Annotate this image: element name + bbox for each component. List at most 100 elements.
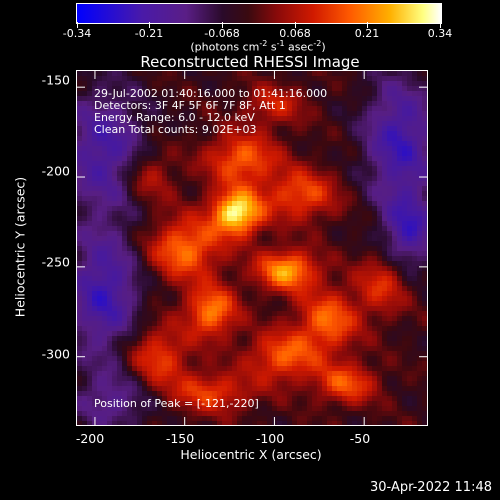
heatmap-cell <box>352 341 358 347</box>
heatmap-cell <box>302 361 308 367</box>
heatmap-cell <box>182 101 188 107</box>
heatmap-cell <box>137 391 143 397</box>
heatmap-cell <box>412 146 418 152</box>
heatmap-cell <box>152 341 158 347</box>
heatmap-cell <box>157 286 163 292</box>
heatmap-cell <box>357 181 363 187</box>
heatmap-cell <box>157 161 163 167</box>
heatmap-cell <box>117 341 123 347</box>
heatmap-cell <box>107 111 113 117</box>
heatmap-cell <box>287 226 293 232</box>
heatmap-cell <box>357 236 363 242</box>
heatmap-cell <box>367 351 373 357</box>
heatmap-cell <box>417 271 423 277</box>
heatmap-cell <box>227 356 233 362</box>
heatmap-cell <box>107 71 113 77</box>
heatmap-cell <box>272 361 278 367</box>
heatmap-cell <box>327 251 333 257</box>
heatmap-cell <box>397 81 403 87</box>
heatmap-cell <box>97 131 103 137</box>
heatmap-cell <box>327 196 333 202</box>
heatmap-cell <box>217 341 223 347</box>
heatmap-cell <box>127 321 133 327</box>
heatmap-cell <box>242 71 248 77</box>
heatmap-cell <box>272 81 278 87</box>
heatmap-cell <box>337 211 343 217</box>
heatmap-cell <box>257 131 263 137</box>
heatmap-cell <box>257 281 263 287</box>
heatmap-cell <box>402 406 408 412</box>
heatmap-cell <box>252 81 258 87</box>
heatmap-cell <box>202 336 208 342</box>
heatmap-cell <box>302 366 308 372</box>
heatmap-cell <box>122 271 128 277</box>
heatmap-cell <box>142 291 148 297</box>
heatmap-cell <box>272 91 278 97</box>
heatmap-cell <box>197 301 203 307</box>
heatmap-cell <box>392 276 398 282</box>
heatmap-cell <box>382 136 388 142</box>
heatmap-cell <box>142 276 148 282</box>
heatmap-cell <box>82 271 88 277</box>
heatmap-cell <box>417 171 423 177</box>
heatmap-cell <box>297 336 303 342</box>
heatmap-cell <box>137 211 143 217</box>
heatmap-cell <box>317 176 323 182</box>
heatmap-cell <box>252 181 258 187</box>
heatmap-cell <box>292 421 298 425</box>
heatmap-cell <box>402 246 408 252</box>
heatmap-cell <box>82 171 88 177</box>
heatmap-cell <box>332 91 338 97</box>
heatmap-cell <box>292 401 298 407</box>
heatmap-cell <box>367 256 373 262</box>
heatmap-cell <box>252 311 258 317</box>
heatmap-cell <box>332 406 338 412</box>
heatmap-cell <box>202 421 208 425</box>
heatmap-cell <box>412 141 418 147</box>
heatmap-cell <box>112 206 118 212</box>
heatmap-cell <box>397 126 403 132</box>
heatmap-cell <box>377 151 383 157</box>
heatmap-cell <box>417 136 423 142</box>
heatmap-cell <box>282 246 288 252</box>
heatmap-cell <box>272 261 278 267</box>
heatmap-cell <box>102 401 108 407</box>
heatmap-cell <box>417 296 423 302</box>
heatmap-cell <box>102 281 108 287</box>
heatmap-cell <box>87 201 93 207</box>
heatmap-cell <box>107 381 113 387</box>
heatmap-cell <box>352 321 358 327</box>
heatmap-cell <box>282 86 288 92</box>
heatmap-cell <box>367 246 373 252</box>
heatmap-cell <box>327 96 333 102</box>
heatmap-cell <box>262 221 268 227</box>
heatmap-cell <box>322 106 328 112</box>
heatmap-cell <box>422 181 427 187</box>
heatmap-cell <box>282 271 288 277</box>
heatmap-cell <box>302 116 308 122</box>
heatmap-cell <box>177 421 183 425</box>
heatmap-cell <box>102 111 108 117</box>
heatmap-cell <box>247 256 253 262</box>
heatmap-cell <box>137 406 143 412</box>
heatmap-cell <box>217 111 223 117</box>
heatmap-cell <box>222 91 228 97</box>
heatmap-cell <box>382 101 388 107</box>
heatmap-cell <box>122 316 128 322</box>
heatmap-cell <box>242 91 248 97</box>
heatmap-cell <box>392 371 398 377</box>
heatmap-cell <box>412 191 418 197</box>
heatmap-cell <box>412 421 418 425</box>
heatmap-cell <box>277 91 283 97</box>
heatmap-cell <box>232 306 238 312</box>
heatmap-cell <box>327 326 333 332</box>
heatmap-cell <box>222 271 228 277</box>
heatmap-cell <box>257 306 263 312</box>
heatmap-cell <box>267 71 273 77</box>
heatmap-cell <box>127 226 133 232</box>
heatmap-cell <box>282 321 288 327</box>
colorbar-tick <box>222 22 223 28</box>
heatmap-cell <box>92 326 98 332</box>
heatmap-cell <box>197 271 203 277</box>
heatmap-cell <box>177 176 183 182</box>
